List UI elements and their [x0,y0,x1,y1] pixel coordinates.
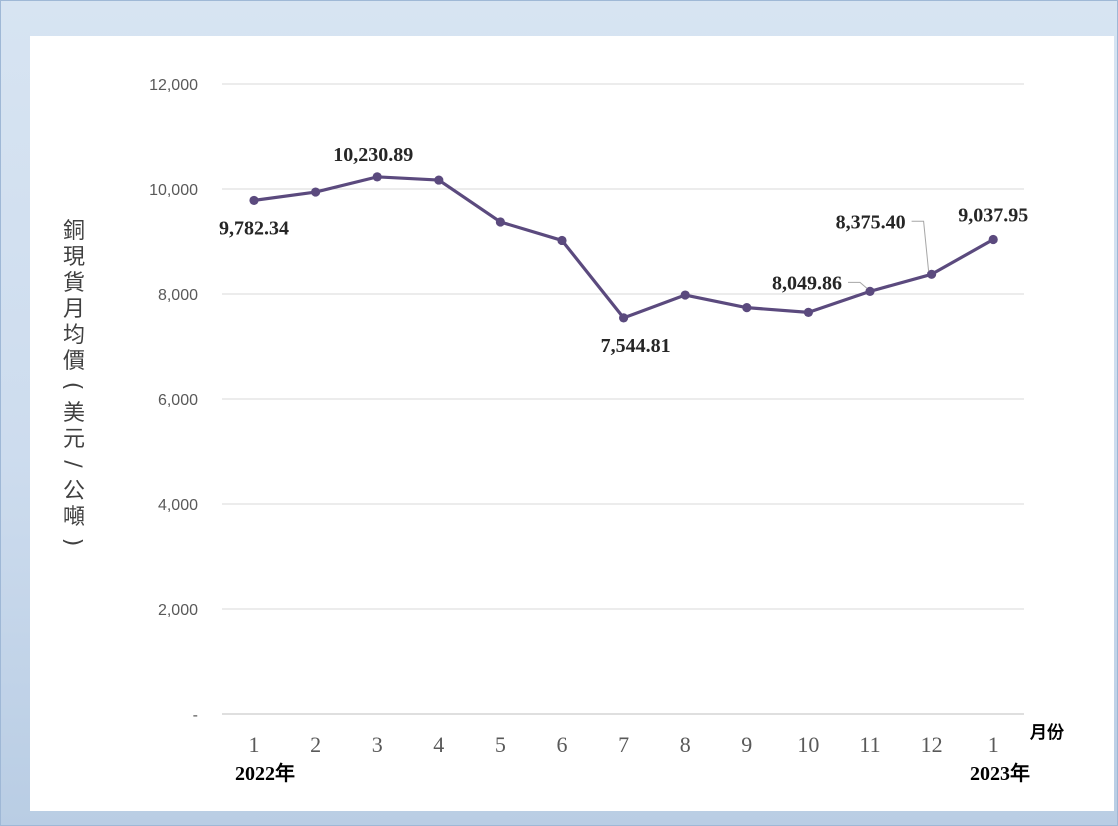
x-tick-label: 4 [433,732,444,757]
y-tick-label: 4,000 [158,497,198,514]
data-point [742,303,752,313]
data-label: 10,230.89 [333,144,413,166]
data-point [988,234,998,245]
x-tick-label: 10 [797,732,819,757]
y-axis-title-char: 元 [63,427,85,452]
x-tick-label: 7 [618,732,629,757]
y-axis-title-char: 價 [63,349,85,374]
y-tick-label: 12,000 [149,77,198,94]
gridlines [222,83,1024,715]
x-tick-label: 2 [310,732,321,757]
label-leader-line [848,281,868,289]
series-layer [249,172,998,323]
y-axis-title-char: 貨 [63,271,85,296]
x-tick-label: 3 [372,732,383,757]
y-axis-title-char: 公 [63,479,85,504]
data-point [372,172,382,182]
y-tick-label: 2,000 [158,602,198,619]
data-label: 8,375.40 [836,211,906,233]
y-tick-label: 10,000 [149,182,198,199]
data-point [803,307,814,317]
x-tick-label: 11 [859,732,880,757]
y-axis-title-char: 月 [63,297,85,322]
y-tick-label: - [193,707,198,724]
x-tick-label: 5 [495,732,506,757]
y-axis-title-char: / [60,460,85,468]
y-axis-title-char: 現 [63,245,85,270]
y-axis-title-char: 美 [63,401,85,426]
data-point [619,313,629,323]
data-point [680,290,690,300]
plot-panel [30,36,1114,811]
data-point [927,269,937,279]
y-axis-title-char: 銅 [63,219,85,244]
data-point [434,175,444,185]
x-tick-label: 12 [921,732,943,757]
year-label-end: 2023年 [970,761,1030,785]
x-tick-label: 1 [988,732,999,757]
data-label: 7,544.81 [601,335,671,357]
y-axis-title-char: 均 [63,323,85,348]
x-tick-label: 9 [741,732,752,757]
data-point [557,235,567,246]
label-leader-line [911,220,930,272]
y-axis-title-char: ) [60,538,85,547]
data-point [249,195,259,206]
x-tick-label: 6 [557,732,568,757]
data-label: 9,782.34 [219,217,289,239]
y-axis-title-char: 噸 [63,505,85,530]
y-tick-label: 6,000 [158,392,198,409]
data-point [865,286,875,296]
x-axis-unit-label: 月份 [1029,722,1065,743]
x-axis-ticks: 1 2 3 4 5 6 7 8 9 10 11 12 1 [249,732,999,757]
data-point [495,217,505,227]
y-tick-label: 8,000 [158,287,198,304]
data-label: 9,037.95 [958,205,1028,227]
x-tick-label: 8 [680,732,691,757]
year-label-start: 2022年 [235,761,295,785]
data-point [311,187,321,197]
y-axis-title-char: ( [60,382,85,391]
y-axis-ticks: - 2,000 4,000 6,000 8,000 10,000 12,000 [149,77,198,724]
data-label: 8,049.86 [772,272,842,294]
x-tick-label: 1 [249,732,260,757]
data-labels: 9,782.34 10,230.89 7,544.81 8,049.86 8,375.4… [219,144,1028,357]
